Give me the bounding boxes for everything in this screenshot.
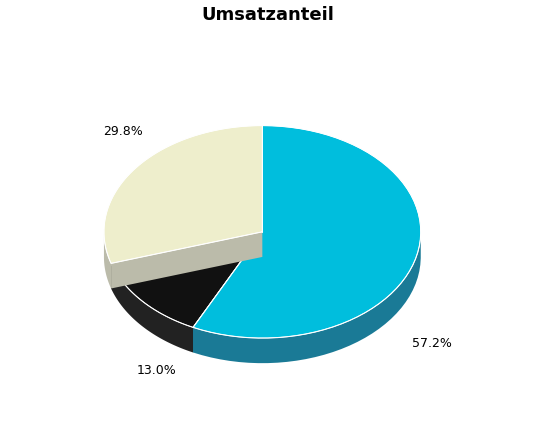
Polygon shape	[193, 125, 421, 338]
Text: 13.0%: 13.0%	[136, 364, 176, 377]
Text: 29.8%: 29.8%	[103, 125, 143, 138]
Polygon shape	[111, 264, 193, 352]
Polygon shape	[193, 233, 421, 363]
Polygon shape	[104, 125, 262, 264]
Polygon shape	[193, 232, 262, 352]
Polygon shape	[111, 232, 262, 289]
Polygon shape	[104, 233, 111, 289]
Polygon shape	[111, 232, 262, 327]
Text: Umsatzanteil: Umsatzanteil	[202, 6, 335, 25]
Polygon shape	[193, 232, 262, 352]
Polygon shape	[111, 232, 262, 289]
Text: 57.2%: 57.2%	[412, 337, 452, 350]
